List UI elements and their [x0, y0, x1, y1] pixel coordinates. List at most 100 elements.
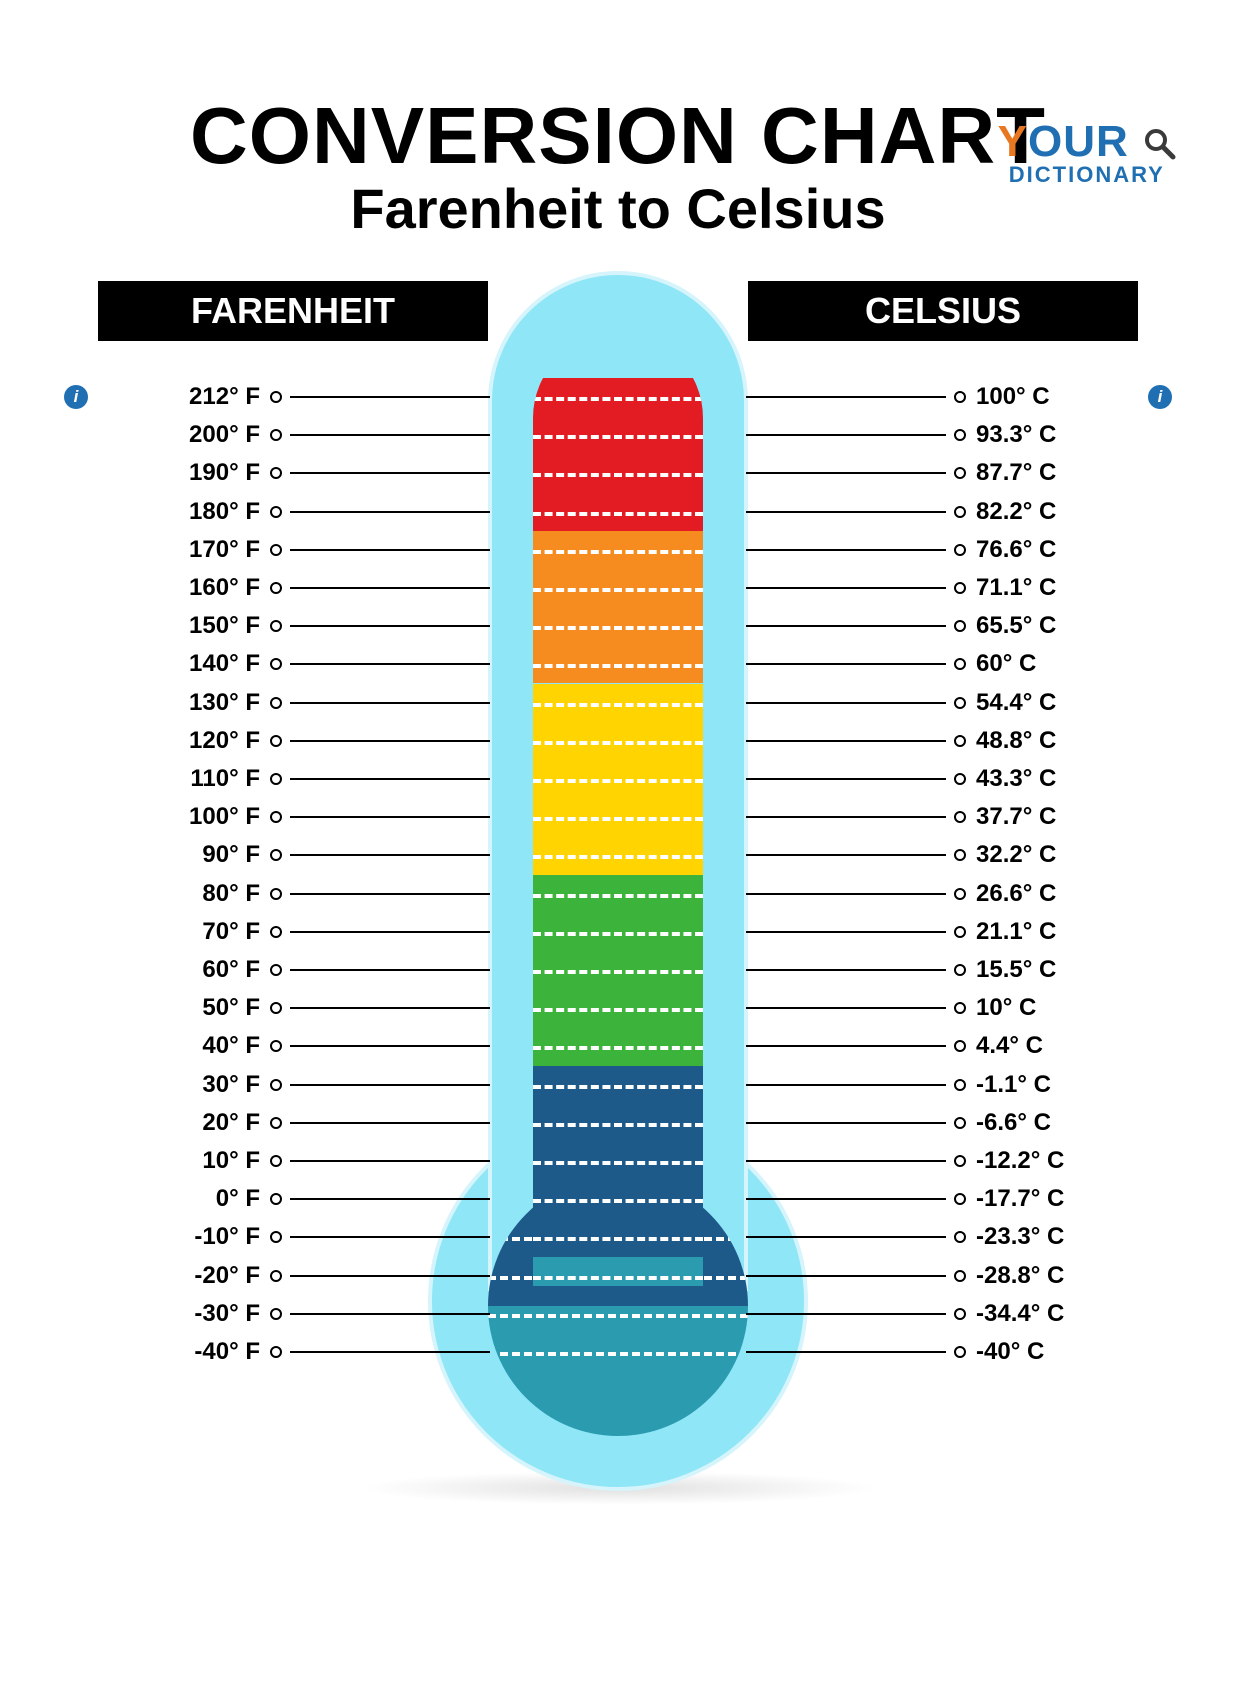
- tick-line: [746, 1236, 946, 1238]
- tick-line: [290, 1122, 490, 1124]
- info-icon[interactable]: i: [1148, 385, 1172, 409]
- tick-marker: [954, 1308, 966, 1320]
- conversion-row: 10° F -12.2° C: [98, 1143, 1138, 1179]
- tick-line: [290, 854, 490, 856]
- conversion-row: 30° F-1.1° C: [98, 1067, 1138, 1103]
- celsius-label: 82.2° C: [976, 498, 1138, 526]
- magnifier-icon: [1142, 126, 1176, 160]
- tick-marker: [270, 658, 282, 670]
- tick-marker: [954, 735, 966, 747]
- fahrenheit-label: 10° F: [98, 1147, 260, 1175]
- tick-marker: [270, 1002, 282, 1014]
- celsius-label: 65.5° C: [976, 612, 1138, 640]
- tick-marker: [270, 811, 282, 823]
- conversion-row: 160° F 71.1° C: [98, 570, 1138, 606]
- tick-marker: [270, 620, 282, 632]
- tick-marker: [954, 1155, 966, 1167]
- tick-marker: [954, 1040, 966, 1052]
- conversion-row: 40° F4.4° C: [98, 1028, 1138, 1064]
- tick-marker: [954, 391, 966, 403]
- tick-line: [746, 396, 946, 398]
- tick-line: [746, 702, 946, 704]
- celsius-label: 15.5° C: [976, 956, 1138, 984]
- header-celsius: CELSIUS: [748, 281, 1138, 341]
- tick-line: [290, 1160, 490, 1162]
- tick-marker: [270, 1193, 282, 1205]
- tick-line: [290, 472, 490, 474]
- tick-marker: [954, 926, 966, 938]
- header-fahrenheit: FARENHEIT: [98, 281, 488, 341]
- fahrenheit-label: 180° F: [98, 498, 260, 526]
- tick-marker: [954, 429, 966, 441]
- conversion-row: 90° F32.2° C: [98, 837, 1138, 873]
- conversion-row: 190° F87.7° C: [98, 455, 1138, 491]
- tick-marker: [954, 964, 966, 976]
- celsius-label: 43.3° C: [976, 765, 1138, 793]
- conversion-row: 150° F 65.5° C: [98, 608, 1138, 644]
- tick-line: [746, 1313, 946, 1315]
- tick-line: [290, 969, 490, 971]
- celsius-label: -34.4° C: [976, 1300, 1138, 1328]
- tick-line: [290, 625, 490, 627]
- tick-line: [746, 816, 946, 818]
- conversion-row: 180° F 82.2° C: [98, 494, 1138, 530]
- brand-logo: YOUR DICTIONARY: [998, 120, 1176, 186]
- celsius-label: 54.4° C: [976, 689, 1138, 717]
- conversion-row: 120° F48.8° C: [98, 723, 1138, 759]
- tick-line: [746, 1045, 946, 1047]
- tick-line: [290, 816, 490, 818]
- tick-line: [746, 511, 946, 513]
- tick-line: [290, 740, 490, 742]
- tick-marker: [270, 429, 282, 441]
- celsius-label: 76.6° C: [976, 536, 1138, 564]
- celsius-label: -12.2° C: [976, 1147, 1138, 1175]
- tick-line: [746, 1084, 946, 1086]
- fahrenheit-label: 110° F: [98, 765, 260, 793]
- fahrenheit-label: 30° F: [98, 1071, 260, 1099]
- tick-marker: [270, 1117, 282, 1129]
- fahrenheit-label: 200° F: [98, 421, 260, 449]
- conversion-row: 200° F93.3° C: [98, 417, 1138, 453]
- celsius-label: -6.6° C: [976, 1109, 1138, 1137]
- tick-line: [290, 778, 490, 780]
- conversion-row: 50° F10° C: [98, 990, 1138, 1026]
- celsius-label: 4.4° C: [976, 1032, 1138, 1060]
- fahrenheit-label: 160° F: [98, 574, 260, 602]
- tick-line: [290, 396, 490, 398]
- tick-marker: [954, 773, 966, 785]
- tick-line: [746, 1007, 946, 1009]
- celsius-label: 71.1° C: [976, 574, 1138, 602]
- conversion-row: 100° F37.7° C: [98, 799, 1138, 835]
- fahrenheit-label: -30° F: [98, 1300, 260, 1328]
- tick-marker: [270, 849, 282, 861]
- tick-line: [746, 434, 946, 436]
- tick-marker: [270, 964, 282, 976]
- tick-line: [290, 1275, 490, 1277]
- tick-marker: [270, 1040, 282, 1052]
- tick-marker: [954, 1193, 966, 1205]
- celsius-label: 37.7° C: [976, 803, 1138, 831]
- fahrenheit-label: 212° F: [98, 383, 260, 411]
- tick-marker: [270, 544, 282, 556]
- tick-line: [746, 663, 946, 665]
- tick-line: [290, 1084, 490, 1086]
- tick-marker: [270, 1079, 282, 1091]
- tick-marker: [270, 697, 282, 709]
- fahrenheit-label: 90° F: [98, 841, 260, 869]
- tick-marker: [954, 1270, 966, 1282]
- celsius-label: 60° C: [976, 650, 1138, 678]
- tick-line: [290, 1007, 490, 1009]
- fahrenheit-label: 150° F: [98, 612, 260, 640]
- fahrenheit-label: 140° F: [98, 650, 260, 678]
- tick-marker: [954, 582, 966, 594]
- tick-line: [290, 587, 490, 589]
- tick-marker: [954, 1117, 966, 1129]
- tick-line: [290, 663, 490, 665]
- fahrenheit-label: -10° F: [98, 1223, 260, 1251]
- tick-line: [746, 1351, 946, 1353]
- celsius-label: -17.7° C: [976, 1185, 1138, 1213]
- tick-line: [290, 434, 490, 436]
- fahrenheit-label: 70° F: [98, 918, 260, 946]
- celsius-label: 21.1° C: [976, 918, 1138, 946]
- info-icon[interactable]: i: [64, 385, 88, 409]
